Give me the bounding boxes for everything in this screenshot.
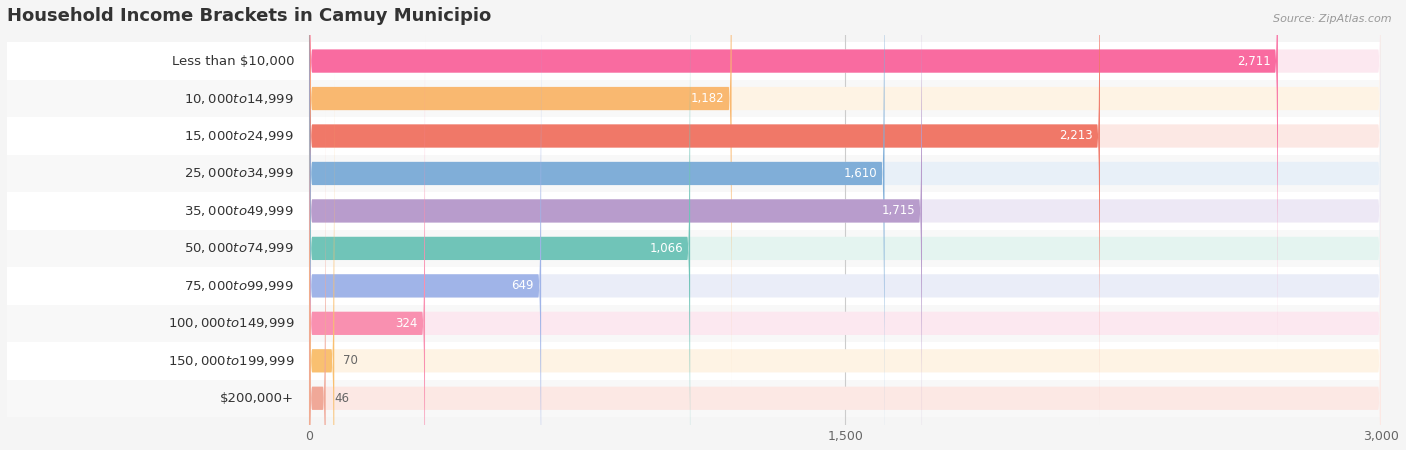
Text: $35,000 to $49,999: $35,000 to $49,999 bbox=[184, 204, 294, 218]
FancyBboxPatch shape bbox=[309, 0, 1381, 450]
FancyBboxPatch shape bbox=[7, 379, 1381, 417]
Text: Household Income Brackets in Camuy Municipio: Household Income Brackets in Camuy Munic… bbox=[7, 7, 491, 25]
FancyBboxPatch shape bbox=[7, 117, 1381, 155]
Text: $200,000+: $200,000+ bbox=[221, 392, 294, 405]
Text: 2,711: 2,711 bbox=[1237, 54, 1271, 68]
FancyBboxPatch shape bbox=[309, 0, 1381, 450]
FancyBboxPatch shape bbox=[309, 110, 326, 450]
Text: 1,066: 1,066 bbox=[650, 242, 683, 255]
Text: $150,000 to $199,999: $150,000 to $199,999 bbox=[167, 354, 294, 368]
FancyBboxPatch shape bbox=[309, 0, 690, 450]
Text: 649: 649 bbox=[512, 279, 534, 292]
Text: $75,000 to $99,999: $75,000 to $99,999 bbox=[184, 279, 294, 293]
FancyBboxPatch shape bbox=[7, 230, 1381, 267]
FancyBboxPatch shape bbox=[7, 80, 1381, 117]
Text: 46: 46 bbox=[335, 392, 350, 405]
FancyBboxPatch shape bbox=[7, 305, 1381, 342]
FancyBboxPatch shape bbox=[309, 0, 922, 450]
Text: $10,000 to $14,999: $10,000 to $14,999 bbox=[184, 91, 294, 106]
FancyBboxPatch shape bbox=[7, 342, 1381, 379]
FancyBboxPatch shape bbox=[309, 73, 335, 450]
FancyBboxPatch shape bbox=[309, 35, 425, 450]
FancyBboxPatch shape bbox=[309, 0, 884, 450]
FancyBboxPatch shape bbox=[7, 192, 1381, 230]
Text: $100,000 to $149,999: $100,000 to $149,999 bbox=[167, 316, 294, 330]
Text: 1,610: 1,610 bbox=[844, 167, 877, 180]
FancyBboxPatch shape bbox=[309, 0, 1099, 424]
FancyBboxPatch shape bbox=[7, 42, 1381, 80]
Text: 1,182: 1,182 bbox=[690, 92, 724, 105]
FancyBboxPatch shape bbox=[309, 0, 1278, 349]
FancyBboxPatch shape bbox=[309, 0, 1381, 450]
FancyBboxPatch shape bbox=[309, 0, 1381, 349]
FancyBboxPatch shape bbox=[309, 0, 1381, 424]
FancyBboxPatch shape bbox=[309, 0, 731, 387]
Text: 2,213: 2,213 bbox=[1059, 130, 1092, 143]
FancyBboxPatch shape bbox=[309, 0, 541, 450]
Text: 324: 324 bbox=[395, 317, 418, 330]
FancyBboxPatch shape bbox=[309, 0, 1381, 450]
Text: Source: ZipAtlas.com: Source: ZipAtlas.com bbox=[1274, 14, 1392, 23]
Text: $50,000 to $74,999: $50,000 to $74,999 bbox=[184, 241, 294, 256]
FancyBboxPatch shape bbox=[309, 35, 1381, 450]
Text: 70: 70 bbox=[343, 354, 359, 367]
Text: Less than $10,000: Less than $10,000 bbox=[172, 54, 294, 68]
Text: $25,000 to $34,999: $25,000 to $34,999 bbox=[184, 166, 294, 180]
FancyBboxPatch shape bbox=[309, 110, 1381, 450]
FancyBboxPatch shape bbox=[7, 267, 1381, 305]
Text: 1,715: 1,715 bbox=[882, 204, 915, 217]
FancyBboxPatch shape bbox=[7, 155, 1381, 192]
FancyBboxPatch shape bbox=[309, 73, 1381, 450]
FancyBboxPatch shape bbox=[309, 0, 1381, 387]
Text: $15,000 to $24,999: $15,000 to $24,999 bbox=[184, 129, 294, 143]
